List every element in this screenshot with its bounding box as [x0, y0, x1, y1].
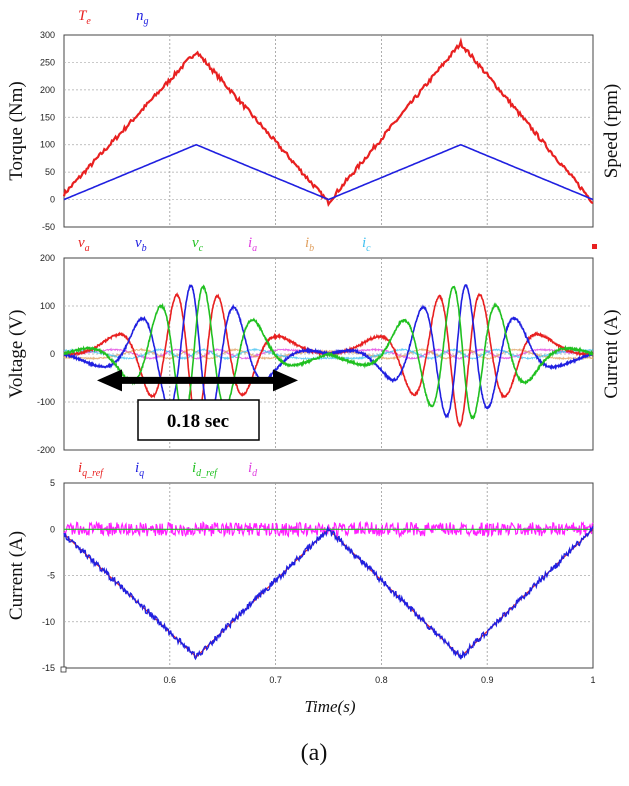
y-tick-label: -10	[42, 617, 55, 627]
y-tick-label: 200	[40, 253, 55, 263]
legend-entry: Te	[78, 8, 91, 27]
panel-1: -50 0 50 100 150 200 250 300 Torque (Nm) Speed (r…	[6, 8, 622, 232]
y-tick-label: 50	[45, 167, 55, 177]
origin-marker	[60, 666, 67, 673]
annotation-box	[137, 399, 260, 441]
x-tick-label: 0.7	[269, 675, 282, 685]
legend-entry: id	[248, 460, 258, 479]
annotation-arrow-left-head	[97, 369, 122, 392]
y-axis-label-right: Current (A)	[601, 309, 622, 398]
series-ng	[63, 143, 594, 201]
legend-entry: va	[78, 235, 90, 254]
y-tick-label: 0	[50, 524, 55, 534]
annotation-arrow-right-head	[273, 369, 298, 392]
legend-entry: vb	[135, 235, 147, 254]
panel-2: -200 -100 0 100 200 Voltage (V) Current (A) va v…	[6, 235, 622, 455]
y-tick-label: 0	[50, 349, 55, 359]
y-axis-label: Torque (Nm)	[6, 81, 27, 180]
y-tick-label: -5	[47, 571, 55, 581]
y-tick-label: -15	[42, 663, 55, 673]
annotation-label: 0.18 sec	[167, 411, 229, 432]
series-id	[63, 520, 594, 539]
legend-entry: ng	[136, 8, 149, 27]
figure-caption: (a)	[301, 740, 328, 766]
legend-entry: iq_ref	[78, 460, 104, 479]
x-axis-label: Time(s)	[305, 697, 356, 716]
y-tick-label: -200	[37, 445, 55, 455]
y-axis-label-right: Speed (rpm)	[601, 84, 622, 178]
y-axis-label: Voltage (V)	[6, 310, 27, 399]
panel-3: -15 -10 -5 0 5 0.6 0.7 0.8 0.9 1 Current (A) iq_ref…	[6, 460, 596, 685]
y-tick-label: 300	[40, 30, 55, 40]
y-tick-label: -50	[42, 222, 55, 232]
legend-entry: ia	[248, 235, 257, 254]
y-tick-label: 250	[40, 57, 55, 67]
y-tick-label: 5	[50, 478, 55, 488]
legend-entry: id_ref	[192, 460, 218, 479]
y-axis-label: Current (A)	[6, 531, 27, 620]
marker-square	[592, 244, 597, 249]
x-tick-label: 0.8	[375, 675, 388, 685]
y-tick-label: 150	[40, 112, 55, 122]
y-tick-label: 200	[40, 85, 55, 95]
x-tick-label: 0.6	[164, 675, 177, 685]
series-vc	[63, 284, 594, 420]
y-tick-label: 0	[50, 195, 55, 205]
y-tick-label: -100	[37, 397, 55, 407]
legend-entry: ic	[362, 235, 371, 254]
series-Te	[62, 37, 594, 207]
series-iq	[63, 525, 594, 661]
plot-frame	[63, 34, 594, 228]
y-tick-label: 100	[40, 301, 55, 311]
x-tick-label: 0.9	[481, 675, 494, 685]
y-tick-label: 100	[40, 140, 55, 150]
legend-entry: ib	[305, 235, 314, 254]
legend-entry: iq	[135, 460, 144, 479]
x-tick-label: 1	[590, 675, 595, 685]
series-ic	[63, 347, 594, 361]
legend-entry: vc	[192, 235, 204, 254]
